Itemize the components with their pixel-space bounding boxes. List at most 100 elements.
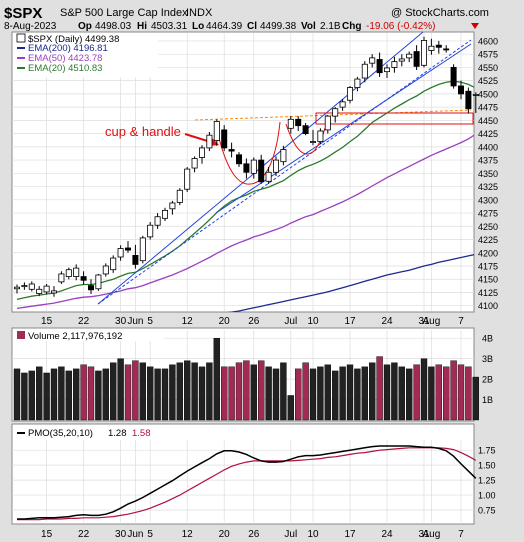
candle-body xyxy=(243,163,250,173)
volume-bar xyxy=(132,360,139,421)
pmo-lines xyxy=(17,445,477,521)
pmo-signal-line xyxy=(17,447,477,521)
x-tick-label: 10 xyxy=(307,316,319,327)
x-tick-label: 26 xyxy=(248,529,260,540)
candle-body xyxy=(184,168,191,190)
volume-bar xyxy=(295,368,302,421)
candle-body xyxy=(250,159,257,174)
volume-bar xyxy=(43,372,50,421)
candle-body xyxy=(376,59,383,74)
x-tick-label: Aug xyxy=(423,529,441,540)
candle-body xyxy=(443,48,450,51)
volume-bar xyxy=(139,362,147,421)
candle-body xyxy=(354,78,361,88)
x-tick-label: 7 xyxy=(458,316,464,327)
volume-bar xyxy=(435,364,442,421)
volume-bar xyxy=(332,370,339,421)
volume-bar xyxy=(346,364,354,421)
x-tick-label: 22 xyxy=(78,316,90,327)
watermark: @ StockCharts.com xyxy=(391,7,489,19)
volume-bar xyxy=(265,366,272,421)
date-label: 8-Aug-2023 xyxy=(4,21,57,32)
cup-left-arc xyxy=(216,121,281,185)
x-tick-label: 20 xyxy=(219,529,231,540)
volume-bar xyxy=(324,364,331,421)
ema50-line xyxy=(16,134,474,310)
volume-bar xyxy=(457,364,465,421)
volume-bar xyxy=(317,366,324,421)
ema200-line xyxy=(227,254,474,312)
price-tick-label: 4375 xyxy=(478,156,498,166)
volume-bar xyxy=(28,370,35,421)
pmo-tick-label: 1.25 xyxy=(478,476,496,486)
candle-body xyxy=(258,159,265,183)
symbol-title: $SPX xyxy=(4,5,42,22)
x-tick-label: Jul xyxy=(284,529,297,540)
change-down-arrow-icon xyxy=(471,23,479,29)
price-tick-label: 4100 xyxy=(478,301,498,311)
high-value: 4503.31 xyxy=(151,21,188,32)
pmo-signal-value: 1.58 xyxy=(132,428,151,439)
legend-background xyxy=(14,33,158,77)
low-value: 4464.39 xyxy=(206,21,243,32)
price-tick-label: 4325 xyxy=(478,182,498,192)
x-tick-label: 24 xyxy=(381,529,393,540)
price-grid xyxy=(12,33,474,311)
candle-body xyxy=(139,237,146,262)
x-tick-label: 30 xyxy=(115,529,127,540)
volume-bar xyxy=(450,360,457,421)
candle-body xyxy=(154,216,161,226)
volume-bar xyxy=(191,362,198,421)
price-tick-label: 4275 xyxy=(478,209,498,219)
price-tick-label: 4175 xyxy=(478,261,498,271)
volume-bar xyxy=(58,366,65,421)
candle-body xyxy=(169,202,176,210)
candle-body xyxy=(309,141,316,143)
candle-body xyxy=(420,40,427,66)
candle-body xyxy=(235,154,242,165)
volume-tick-label: 1B xyxy=(482,395,493,405)
pmo-y-axis: 0.75 1.00 1.25 1.50 1.75 xyxy=(478,446,496,516)
x-tick-label: 24 xyxy=(381,316,393,327)
volume-bar xyxy=(383,364,391,421)
candle-body xyxy=(450,67,457,87)
volume-bar xyxy=(413,364,420,421)
x-tick-label: 31 xyxy=(418,316,430,327)
change-value: -19.06 (-0.42%) xyxy=(366,21,435,32)
candle-body xyxy=(346,87,353,101)
volume-bar xyxy=(228,366,235,421)
volume-bar xyxy=(36,366,43,421)
candle-body xyxy=(80,276,87,281)
candle-body xyxy=(280,149,287,163)
ema-lines xyxy=(16,80,474,312)
candle-body xyxy=(213,121,220,141)
volume-tick-label: 3B xyxy=(482,354,493,364)
price-tick-label: 4550 xyxy=(478,63,498,73)
candle-body xyxy=(406,53,413,59)
candle-body xyxy=(295,118,302,127)
candle-body xyxy=(65,269,72,277)
x-tick-label: 17 xyxy=(344,316,356,327)
close-value: 4499.38 xyxy=(260,21,297,32)
price-tick-label: 4225 xyxy=(478,235,498,245)
resistance-dashed-line xyxy=(194,109,472,121)
exchange-label: INDX xyxy=(186,7,213,19)
candle-body xyxy=(339,101,346,108)
candle-body xyxy=(198,147,205,158)
volume-value: 2.1B xyxy=(320,21,341,32)
legend-swatch-price xyxy=(16,33,26,43)
price-tick-label: 4400 xyxy=(478,142,498,152)
price-legend: $SPX (Daily) 4499.38 EMA(200) 4196.81 EM… xyxy=(14,33,158,77)
volume-bar xyxy=(465,366,472,421)
candle-body xyxy=(265,171,272,182)
volume-bars xyxy=(13,337,479,421)
pmo-line xyxy=(17,445,477,520)
x-tick-label: 7 xyxy=(458,529,464,540)
volume-bar xyxy=(21,372,28,421)
pmo-tick-label: 1.50 xyxy=(478,461,496,471)
candle-body xyxy=(161,209,168,219)
pmo-legend-title: PMO(35,20,10) xyxy=(28,428,93,439)
candle-body xyxy=(287,118,294,129)
x-tick-label: Jul xyxy=(284,316,297,327)
